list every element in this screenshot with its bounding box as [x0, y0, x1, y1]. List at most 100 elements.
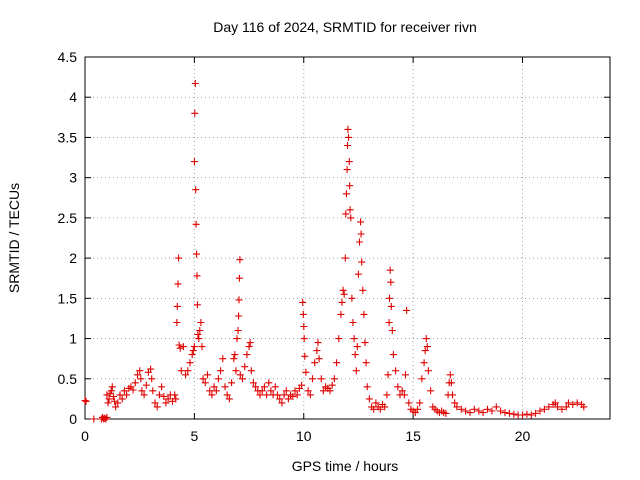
data-point — [479, 409, 487, 417]
data-point — [447, 379, 455, 387]
data-point — [103, 413, 111, 421]
data-point — [492, 403, 500, 411]
data-point — [394, 383, 402, 391]
data-point — [190, 343, 198, 351]
data-point — [123, 391, 131, 399]
data-point — [81, 397, 89, 404]
data-point — [103, 391, 111, 399]
data-point — [330, 375, 338, 383]
data-point — [246, 339, 254, 347]
data-point — [299, 310, 307, 318]
data-points — [81, 80, 588, 423]
data-point — [271, 383, 279, 391]
data-point — [527, 411, 535, 419]
data-point — [345, 133, 353, 141]
data-point — [362, 359, 370, 367]
data-point — [282, 387, 290, 395]
data-point — [558, 405, 566, 413]
data-point — [274, 391, 281, 399]
data-point — [388, 327, 396, 334]
data-point — [191, 109, 199, 117]
data-point — [184, 367, 192, 375]
data-point — [208, 391, 216, 399]
data-point — [256, 391, 264, 399]
data-point — [353, 343, 361, 351]
chart-title: Day 116 of 2024, SRMTID for receiver riv… — [213, 19, 477, 35]
data-point — [155, 391, 163, 399]
data-point — [190, 158, 198, 166]
data-point — [346, 182, 354, 190]
data-point — [129, 386, 137, 394]
data-point — [351, 351, 359, 359]
data-point — [453, 403, 461, 411]
data-point — [387, 278, 395, 286]
data-point — [158, 383, 166, 391]
data-point — [342, 190, 350, 198]
data-point — [385, 319, 393, 326]
data-point — [420, 359, 428, 367]
data-point — [149, 387, 157, 395]
data-point — [466, 409, 474, 417]
data-point — [116, 391, 124, 399]
data-point — [389, 351, 397, 359]
data-point — [365, 395, 373, 403]
data-point — [540, 405, 548, 413]
data-point — [105, 395, 113, 403]
data-point — [317, 375, 325, 383]
data-point — [241, 363, 249, 371]
data-point — [536, 407, 544, 415]
data-point — [236, 256, 244, 264]
data-point — [82, 397, 90, 405]
data-point — [370, 405, 378, 413]
data-point — [400, 391, 408, 399]
data-point — [442, 409, 450, 417]
data-point — [451, 399, 459, 407]
data-point — [280, 391, 288, 399]
data-point — [225, 395, 233, 403]
data-point — [387, 302, 395, 310]
data-point — [284, 395, 292, 403]
data-point — [109, 393, 117, 400]
data-point — [298, 381, 306, 389]
data-point — [564, 399, 572, 407]
data-point — [361, 339, 369, 347]
data-point — [501, 409, 509, 417]
data-point — [118, 395, 126, 403]
data-point — [172, 395, 180, 403]
data-point — [120, 387, 128, 395]
data-point — [289, 393, 297, 400]
data-point — [545, 403, 553, 411]
data-point — [304, 387, 312, 395]
data-point — [193, 301, 201, 309]
data-point — [342, 210, 350, 218]
data-point — [189, 347, 197, 355]
data-point — [309, 375, 316, 383]
data-point — [427, 387, 435, 395]
data-point — [497, 407, 505, 415]
data-point — [381, 403, 389, 411]
data-point — [315, 355, 323, 363]
data-point — [488, 407, 496, 415]
data-point — [384, 371, 392, 379]
data-point — [551, 399, 559, 407]
data-point — [175, 254, 183, 262]
data-point — [235, 274, 243, 282]
data-point — [383, 391, 391, 399]
data-point — [328, 381, 336, 389]
data-point — [245, 343, 253, 351]
data-point — [239, 375, 246, 383]
data-point — [235, 296, 243, 304]
data-point — [112, 403, 120, 411]
data-point — [140, 391, 148, 399]
data-point — [134, 371, 141, 379]
data-point — [231, 351, 239, 359]
data-point — [301, 352, 309, 360]
data-point — [510, 410, 518, 418]
data-point — [405, 399, 413, 407]
data-point — [358, 258, 366, 266]
data-point — [252, 383, 260, 391]
plot-frame — [84, 56, 611, 420]
data-point — [505, 409, 513, 417]
data-point — [372, 399, 380, 407]
